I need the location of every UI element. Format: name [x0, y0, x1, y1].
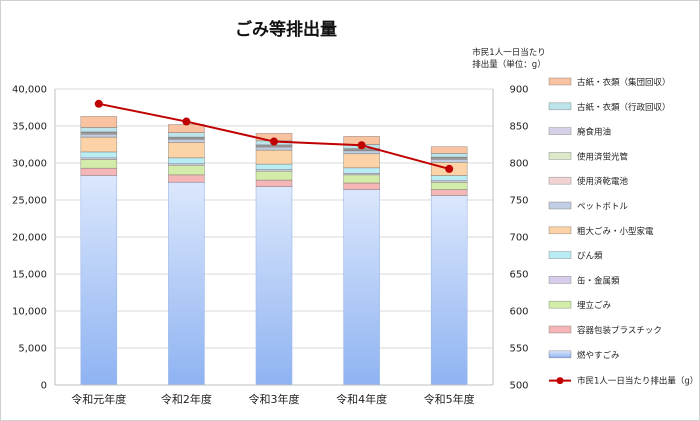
left-tick-label: 30,000: [12, 159, 47, 170]
legend-swatch: [548, 176, 572, 185]
bar-segment: [168, 181, 205, 386]
legend-label: 缶・金属類: [577, 275, 620, 286]
bar-segment: [80, 116, 118, 128]
legend-label: ペットボトル: [577, 202, 629, 212]
right-tick-label: 700: [509, 233, 528, 244]
bar-segment: [430, 189, 468, 196]
bar-segment: [430, 175, 468, 182]
legend-swatch: [548, 251, 572, 259]
bar-segment: [430, 153, 468, 158]
bar-segment: [430, 159, 468, 163]
legend-swatch: [548, 201, 572, 210]
x-tick-label: 令和3年度: [249, 392, 300, 406]
left-tick-label: 40,000: [12, 85, 47, 96]
legend-label: 粗大ごみ・小型家電: [577, 226, 654, 237]
bar-segment: [80, 127, 118, 133]
bar-segment: [430, 146, 468, 154]
bar-segment: [343, 189, 380, 386]
left-tick-label: 5,000: [18, 344, 47, 355]
right-tick-label: 800: [509, 159, 528, 170]
right-tick-label: 850: [509, 122, 528, 133]
left-tick-label: 0: [41, 381, 47, 392]
bar-segment: [168, 157, 205, 165]
bar-segment: [168, 174, 205, 183]
left-tick-label: 20,000: [12, 233, 47, 244]
bar-segment: [168, 124, 205, 133]
legend-swatch: [548, 300, 572, 309]
legend-swatch: [548, 350, 572, 359]
x-tick-label: 令和5年度: [424, 392, 475, 406]
x-tick-label: 令和2年度: [161, 392, 212, 406]
bar-segment: [255, 170, 293, 181]
x-tick-label: 令和4年度: [336, 392, 387, 406]
legend-swatch: [548, 152, 572, 160]
bar-segment: [255, 163, 293, 170]
left-tick-label: 35,000: [12, 122, 47, 133]
bar-segment: [168, 139, 205, 143]
per-capita-line: [94, 99, 454, 173]
legend-swatch: [548, 77, 572, 86]
line-point: [357, 141, 366, 150]
legend-label: 使用済乾電池: [577, 176, 629, 187]
bar-segment: [255, 186, 293, 386]
bar-segment: [343, 182, 380, 190]
bar-segment: [80, 159, 118, 169]
bar-segment: [80, 151, 118, 159]
bar-segment: [343, 153, 380, 169]
bar-segment: [430, 181, 468, 190]
bar-segment: [255, 179, 293, 187]
bar-segment: [80, 175, 118, 386]
right-tick-label: 550: [509, 344, 528, 355]
bar-segment: [343, 174, 380, 184]
bar-segment: [430, 195, 468, 386]
legend-label: 使用済蛍光管: [577, 151, 628, 162]
legend-swatch: [548, 127, 572, 135]
bar-segment: [80, 133, 118, 138]
left-tick-label: 15,000: [12, 270, 47, 281]
legend-swatch: [548, 102, 572, 111]
right-axis-label-line2: 排出量（単位：g）: [472, 59, 545, 70]
right-tick-label: 600: [509, 307, 528, 318]
line-point: [94, 99, 103, 108]
legend-label: びん類: [577, 251, 603, 262]
bar-segment: [255, 146, 293, 151]
bar-segment: [168, 132, 205, 138]
right-axis-label-line1: 市民1人一日当たり: [472, 47, 545, 58]
line-point: [270, 137, 278, 146]
legend-label: 市民1人一日当たり排出量（g）: [577, 376, 698, 387]
right-tick-label: 900: [509, 85, 528, 96]
left-tick-label: 25,000: [12, 196, 47, 207]
x-tick-label: 令和元年度: [71, 392, 126, 406]
bar-segment: [343, 167, 380, 174]
legend-swatch: [548, 276, 572, 284]
legend-swatch: [548, 325, 572, 334]
legend-label: 埋立ごみ: [577, 300, 612, 311]
legend-label: 容器包装プラスチック: [577, 325, 662, 336]
line-point: [445, 164, 454, 173]
bar-segment: [168, 141, 205, 159]
bar-segment: [255, 149, 293, 165]
bar-segment: [343, 150, 380, 155]
right-tick-label: 750: [509, 196, 528, 207]
legend-label: 古紙・衣類（集団回収）: [577, 77, 671, 88]
legend-label: 古紙・衣類（行政回収）: [577, 102, 671, 113]
bar-segment: [80, 136, 118, 153]
axes: 0 5,000 10,000 15,000 20,000 25,000 30,000 35,0…: [12, 85, 529, 407]
legend-swatch: [548, 226, 572, 235]
line-point: [182, 117, 191, 126]
left-tick-label: 10,000: [12, 307, 47, 318]
bar-segment: [80, 167, 118, 176]
stacked-bars: [80, 116, 468, 386]
chart-title: ごみ等排出量: [235, 19, 337, 40]
bar-segment: [168, 164, 205, 176]
legend-label: 燃やすごみ: [577, 350, 620, 361]
right-tick-label: 500: [509, 381, 528, 392]
legend: 古紙・衣類（集団回収） 古紙・衣類（行政回収） 廃食用油使用済蛍光管使用済乾電池ペッ…: [548, 77, 698, 387]
legend-label: 廃食用油: [577, 127, 611, 138]
legend-line-marker: [556, 377, 564, 385]
right-tick-label: 650: [509, 270, 528, 281]
